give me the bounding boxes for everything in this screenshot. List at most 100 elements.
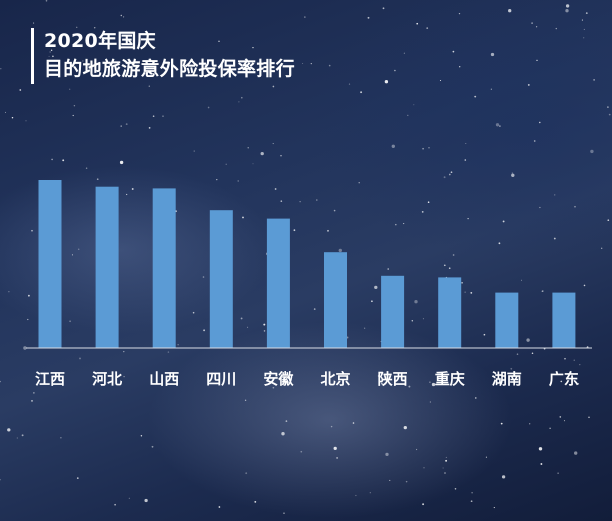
- star: [76, 26, 78, 28]
- star: [125, 123, 128, 125]
- star: [554, 194, 556, 196]
- star: [4, 111, 7, 113]
- star: [593, 79, 595, 81]
- bar: [324, 252, 347, 348]
- star: [581, 19, 583, 21]
- star: [140, 435, 143, 437]
- x-tick-label: 安徽: [263, 370, 294, 388]
- star: [126, 193, 128, 196]
- star: [244, 399, 247, 401]
- star: [300, 450, 303, 453]
- star: [28, 294, 30, 297]
- star: [395, 223, 397, 226]
- star: [511, 172, 513, 174]
- star: [540, 463, 543, 465]
- x-tick-label: 江西: [35, 370, 65, 388]
- star: [33, 22, 35, 24]
- star: [559, 416, 562, 418]
- star: [280, 200, 283, 202]
- star: [313, 308, 316, 310]
- x-tick-label: 四川: [206, 370, 236, 388]
- star: [240, 317, 243, 320]
- star: [272, 386, 275, 389]
- star: [413, 104, 415, 106]
- star: [167, 351, 170, 353]
- star: [445, 456, 447, 458]
- star: [225, 163, 227, 165]
- star: [498, 242, 501, 245]
- star: [538, 447, 543, 451]
- star: [416, 448, 418, 451]
- star: [367, 16, 370, 19]
- star: [573, 359, 575, 361]
- star: [608, 113, 611, 116]
- star: [252, 163, 254, 165]
- star: [429, 401, 432, 403]
- star: [360, 91, 363, 94]
- star: [69, 88, 71, 90]
- star: [152, 115, 155, 118]
- star: [23, 346, 27, 350]
- star: [470, 500, 473, 503]
- star: [526, 338, 530, 342]
- star: [377, 375, 379, 377]
- star: [285, 420, 288, 422]
- star: [31, 229, 33, 232]
- star: [464, 159, 467, 161]
- star: [508, 9, 512, 13]
- star: [293, 229, 296, 232]
- star: [252, 46, 254, 49]
- x-tick-label: 河北: [92, 370, 122, 388]
- star: [423, 467, 425, 469]
- star: [69, 320, 71, 323]
- x-tick-label: 重庆: [435, 370, 465, 388]
- star: [242, 216, 244, 219]
- star: [193, 150, 195, 152]
- star: [450, 171, 453, 174]
- star: [536, 59, 538, 62]
- star: [202, 276, 205, 278]
- bar: [495, 292, 519, 348]
- star: [557, 472, 559, 474]
- star: [490, 52, 495, 57]
- x-tick-label: 广东: [549, 370, 579, 388]
- bar: [552, 292, 576, 348]
- star: [336, 456, 339, 459]
- x-tick-label: 山西: [149, 370, 179, 388]
- star: [77, 248, 80, 251]
- star: [408, 385, 411, 388]
- star: [19, 89, 22, 91]
- star: [333, 446, 337, 451]
- star: [49, 51, 51, 53]
- star: [529, 423, 531, 425]
- star: [574, 205, 576, 208]
- star: [565, 4, 570, 8]
- star: [79, 357, 81, 360]
- star: [203, 329, 206, 332]
- star: [74, 45, 76, 48]
- star: [579, 364, 581, 366]
- star: [565, 9, 569, 13]
- star: [272, 143, 274, 145]
- star: [371, 300, 373, 303]
- star: [263, 323, 266, 326]
- star: [310, 62, 312, 65]
- x-tick-labels-group: 江西 河北 山西 四川 安徽 北京 陕西 重庆 湖南 广东: [35, 370, 579, 388]
- star: [564, 357, 566, 360]
- star: [60, 437, 62, 439]
- star: [539, 206, 541, 209]
- star: [73, 104, 76, 107]
- star: [72, 114, 74, 117]
- star: [263, 330, 266, 332]
- star: [422, 503, 425, 506]
- star: [439, 79, 442, 82]
- star: [45, 0, 48, 2]
- star: [465, 142, 467, 145]
- star: [411, 320, 414, 322]
- star: [422, 147, 424, 150]
- star: [8, 291, 10, 293]
- star: [260, 151, 264, 156]
- star: [563, 420, 566, 422]
- star: [574, 451, 578, 455]
- star: [471, 491, 473, 494]
